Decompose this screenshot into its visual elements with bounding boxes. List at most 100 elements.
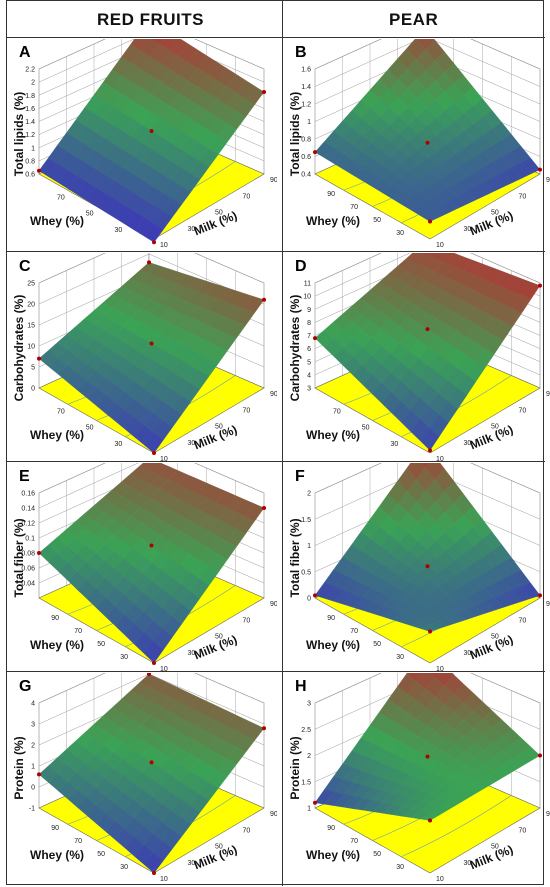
response-surface <box>38 463 265 664</box>
design-point <box>147 260 151 265</box>
y-tick-label: 50 <box>86 425 94 432</box>
row-divider <box>7 461 545 462</box>
z-tick-label: 2 <box>31 80 35 87</box>
z-gridline <box>38 673 265 704</box>
z-gridline <box>314 463 541 494</box>
z-axis-label: Total fiber (%) <box>288 518 302 597</box>
y-axis-label: Whey (%) <box>30 214 84 228</box>
surface-patch <box>419 624 440 632</box>
y-tick-label: 30 <box>120 654 128 661</box>
y-tick-label: 70 <box>74 838 82 845</box>
x-tick-label: 30 <box>188 860 196 867</box>
design-point <box>262 726 266 731</box>
y-tick-label: 50 <box>86 211 94 218</box>
surface-patch <box>419 210 440 222</box>
column-divider <box>282 1 283 886</box>
design-point <box>262 297 266 302</box>
design-point <box>538 167 542 172</box>
z-tick-label: -1 <box>29 806 35 813</box>
y-tick-label: 90 <box>51 615 59 622</box>
y-tick-label: 70 <box>350 204 358 211</box>
panel-f: 00.511.52103050709030507090Milk (%)Whey … <box>285 463 550 673</box>
z-tick-label: 0.1 <box>25 536 35 543</box>
panel-d: 345678910111030507090305070Milk (%)Whey … <box>285 253 550 463</box>
panel-letter: F <box>295 468 305 485</box>
chart-h: 11.522.53103050709030507090Milk (%)Whey … <box>288 673 550 883</box>
x-tick-label: 30 <box>188 650 196 657</box>
design-point <box>313 150 317 155</box>
x-tick-label: 30 <box>464 226 472 233</box>
response-surface <box>314 39 541 222</box>
design-point <box>428 818 432 823</box>
z-tick-label: 1 <box>307 119 311 126</box>
z-tick-label: 9 <box>307 307 311 314</box>
y-tick-label: 30 <box>396 864 404 871</box>
design-point <box>152 451 156 455</box>
chart-b: 0.40.60.811.21.41.6103050709030507090Mil… <box>288 39 550 249</box>
design-point <box>538 283 542 288</box>
y-tick-label: 30 <box>114 227 122 234</box>
z-tick-label: 4 <box>31 701 35 708</box>
x-tick-label: 10 <box>436 666 444 673</box>
panel-letter: G <box>19 678 31 695</box>
x-tick-label: 70 <box>243 193 251 200</box>
response-surface <box>314 253 541 451</box>
design-point <box>313 593 317 598</box>
design-point <box>37 168 41 173</box>
y-axis-label: Whey (%) <box>30 428 84 442</box>
y-tick-label: 30 <box>396 654 404 661</box>
design-point <box>538 753 542 758</box>
design-point <box>428 448 432 453</box>
x-tick-label: 50 <box>491 844 499 851</box>
z-tick-label: 0.6 <box>301 154 311 161</box>
panel-b: 0.40.60.811.21.41.6103050709030507090Mil… <box>285 39 550 249</box>
x-tick-label: 30 <box>188 440 196 447</box>
surface-patch <box>144 641 164 664</box>
z-tick-label: 5 <box>307 359 311 366</box>
z-tick-label: 2 <box>307 491 311 498</box>
z-tick-label: 0 <box>307 596 311 603</box>
figure-frame: RED FRUITS PEAR 0.6 0.8 1 1.2 1.4 1.6 1.8 2 2.2 1… <box>6 0 550 886</box>
x-tick-label: 50 <box>215 844 223 851</box>
z-tick-label: 1.5 <box>301 779 311 786</box>
design-point <box>425 754 430 759</box>
z-axis-label: Total lipids (%) <box>288 92 302 176</box>
z-axis-label: Total fiber (%) <box>12 518 26 597</box>
x-tick-label: 70 <box>519 407 527 414</box>
z-gridline <box>314 253 541 284</box>
z-tick-label: 1 <box>31 145 35 152</box>
x-tick-label: 90 <box>270 601 277 608</box>
x-tick-label: 90 <box>270 391 277 398</box>
z-tick-label: 0.16 <box>21 491 35 498</box>
x-tick-label: 50 <box>215 634 223 641</box>
z-tick-label: 25 <box>27 281 35 288</box>
z-tick-label: 2.2 <box>25 67 35 74</box>
x-tick-label: 50 <box>491 634 499 641</box>
z-tick-label: 0.6 <box>25 172 35 179</box>
y-tick-label: 90 <box>51 825 59 832</box>
x-tick-label: 90 <box>546 391 550 398</box>
row-divider <box>7 671 545 672</box>
design-point <box>152 240 156 245</box>
design-point <box>262 90 266 94</box>
x-tick-label: 90 <box>546 811 550 818</box>
panel-h: 11.522.53103050709030507090Milk (%)Whey … <box>285 673 550 883</box>
chart-d: 345678910111030507090305070Milk (%)Whey … <box>288 253 550 463</box>
row-divider <box>7 37 545 38</box>
x-tick-label: 50 <box>215 210 223 217</box>
y-axis-label: Whey (%) <box>306 428 360 442</box>
z-axis-label: Carbohydrates (%) <box>288 295 302 402</box>
z-tick-label: 0.5 <box>301 569 311 576</box>
panel-c: 0 5 10 15 20 25 10 30 50 70 90 30 50 70 Milk (%) Whey (… <box>9 253 277 463</box>
z-gridline <box>38 463 265 494</box>
surface-patch <box>144 432 164 454</box>
y-tick-label: 90 <box>327 825 335 832</box>
y-tick-label: 70 <box>350 628 358 635</box>
z-tick-label: 3 <box>31 722 35 729</box>
panel-g: -1 0 1 2 3 4 10 30 50 70 90 30 50 70 90 Milk (%) Whey (%… <box>9 673 277 883</box>
y-tick-label: 30 <box>120 864 128 871</box>
response-surface <box>314 673 541 821</box>
y-tick-label: 70 <box>74 628 82 635</box>
z-gridline <box>314 39 541 70</box>
